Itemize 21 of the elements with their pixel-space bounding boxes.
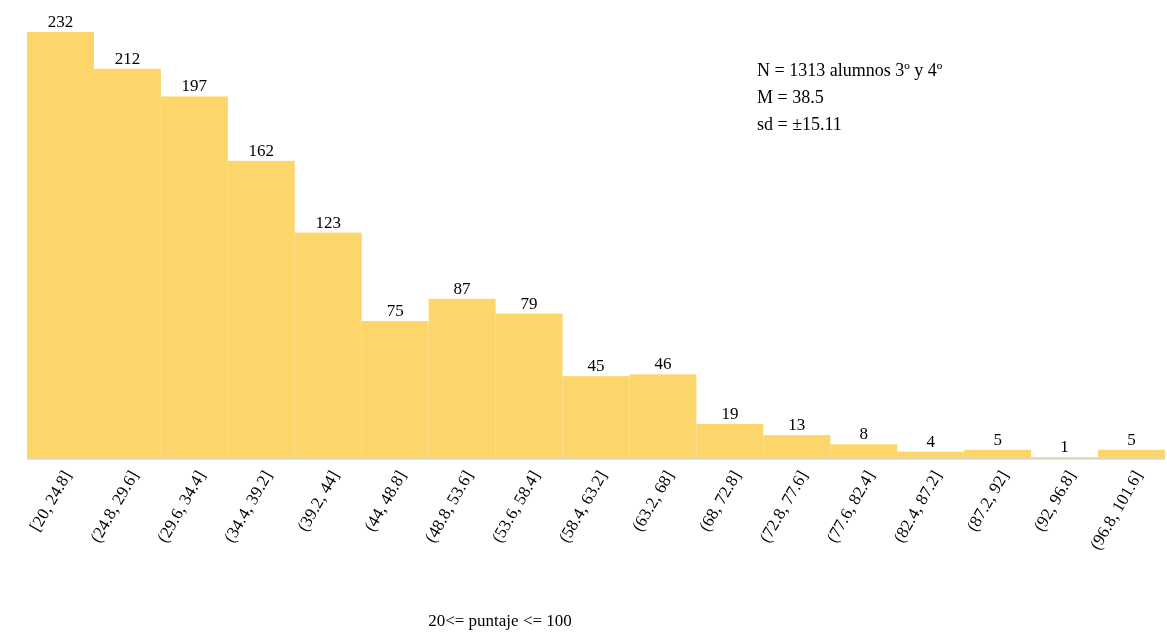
data-label: 197 — [181, 76, 208, 96]
annotation: N = 1313 alumnos 3º y 4º — [757, 60, 943, 80]
data-label: 79 — [520, 293, 538, 313]
data-label: 8 — [859, 424, 869, 444]
data-label: 46 — [654, 354, 672, 374]
data-label: 4 — [926, 431, 936, 451]
data-label: 1 — [1060, 437, 1069, 457]
data-label: 5 — [1127, 429, 1136, 449]
annotation: M = 38.5 — [757, 87, 824, 107]
data-label: 87 — [453, 278, 472, 298]
annotation: sd = ±15.11 — [757, 114, 842, 134]
data-label: 13 — [788, 415, 806, 435]
x-axis-title: 20<= puntaje <= 100 — [428, 611, 572, 630]
data-label: 212 — [114, 48, 141, 68]
data-label: 45 — [587, 356, 605, 376]
data-label: 19 — [721, 404, 739, 424]
data-label: 75 — [386, 300, 404, 320]
data-label: 123 — [315, 212, 341, 232]
data-label: 5 — [993, 429, 1002, 449]
data-label: 162 — [248, 140, 275, 160]
data-label: 232 — [47, 12, 74, 31]
